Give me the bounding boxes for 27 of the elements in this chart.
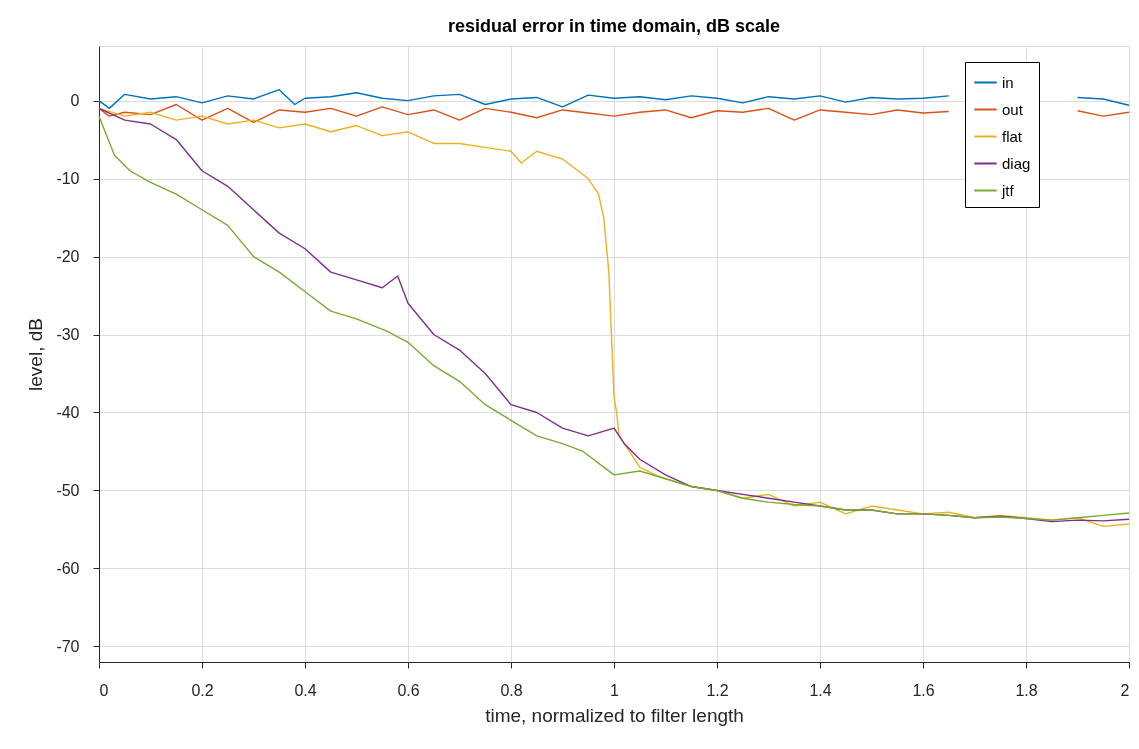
x-tick-label: 1 [610,681,620,699]
chart-title: residual error in time domain, dB scale [447,16,781,36]
x-axis-title: time, normalized to filter length [485,704,744,726]
y-axis-title: level, dB [25,318,47,391]
y-tick-label: -40 [56,403,80,421]
y-tick-label: -10 [56,170,80,188]
y-tick-label: -70 [56,637,80,655]
x-tick-label: 1.4 [809,681,832,699]
x-tick-label: 0.2 [191,681,214,699]
legend-label: diag [1002,154,1031,172]
y-tick-label: -50 [56,481,80,499]
legend-label: in [1002,73,1014,91]
x-tick-label: 0.8 [500,681,523,699]
series-label: out [1002,100,1024,118]
x-tick-label: 1.2 [706,681,729,699]
x-tick-label: 1.6 [912,681,935,699]
x-tick-label: 0 [99,681,109,699]
y-tick-label: -20 [56,248,80,266]
y-tick-label: -60 [56,559,80,577]
x-tick-label: 1.8 [1015,681,1038,699]
y-tick-label: 0 [70,92,80,110]
legend-label: flat [1002,127,1023,145]
x-tick-label: 0.6 [397,681,420,699]
x-tick-label: 0.4 [294,681,317,699]
x-tick-label: 2 [1120,681,1130,699]
y-tick-label: -30 [56,326,80,344]
legend-label: jtf [1001,181,1015,199]
